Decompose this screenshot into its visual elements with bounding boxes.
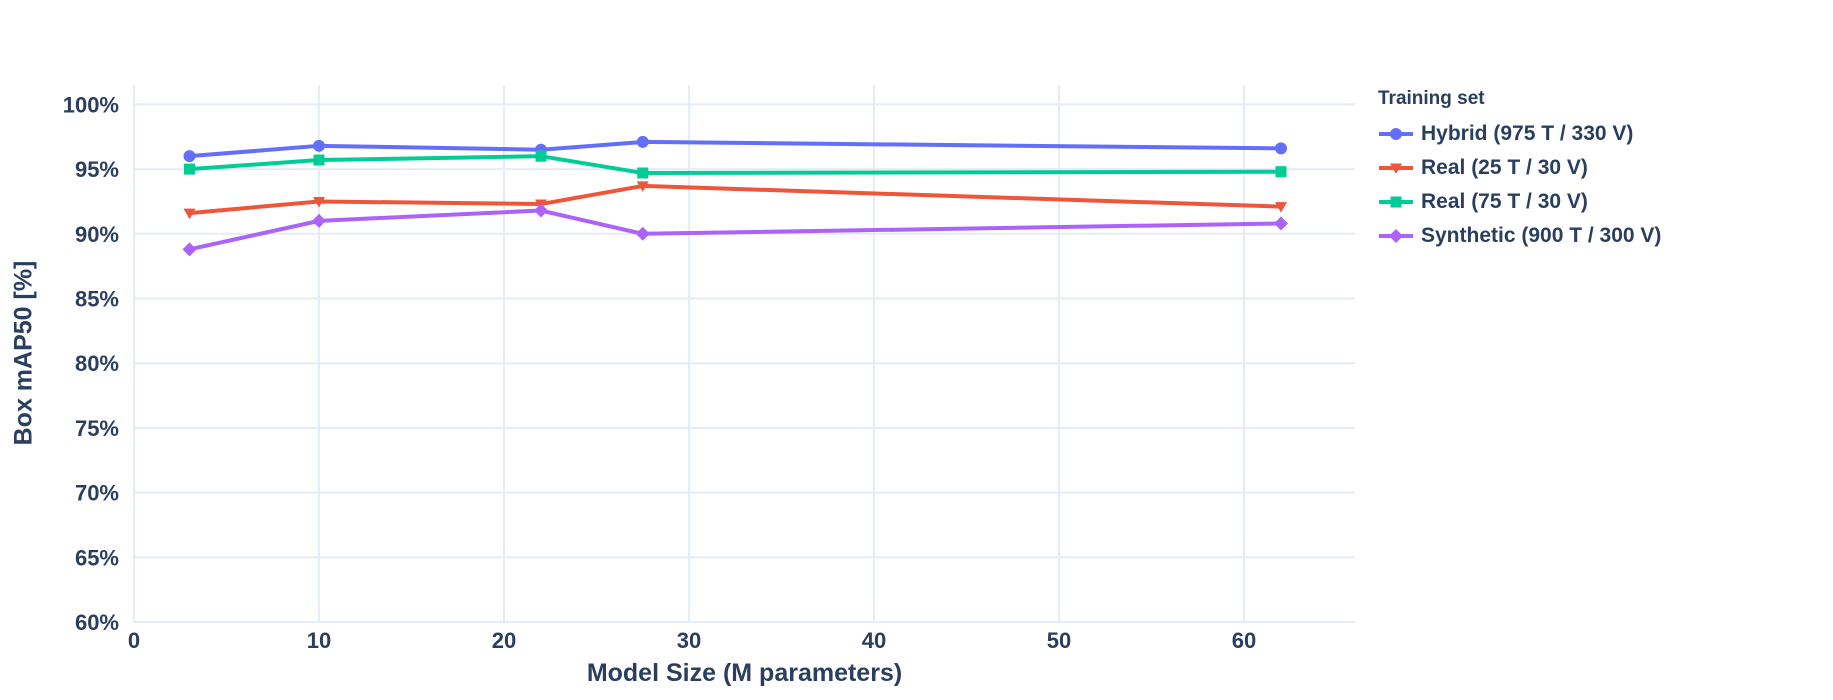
y-tick-label: 100% xyxy=(63,92,119,117)
legend-item-label: Hybrid (975 T / 330 V) xyxy=(1421,122,1634,145)
series-line xyxy=(187,183,1283,216)
data-point-marker[interactable] xyxy=(535,150,547,162)
series-line xyxy=(187,154,1283,175)
data-point-marker[interactable] xyxy=(1389,229,1403,243)
x-tick-label: 30 xyxy=(677,628,701,653)
legend-title: Training set xyxy=(1378,88,1485,109)
diamond-legend-symbol xyxy=(1379,229,1413,243)
triangle-down-legend-symbol xyxy=(1379,163,1413,175)
series-line xyxy=(187,208,1283,252)
data-point-marker[interactable] xyxy=(1390,196,1402,208)
data-point-marker[interactable] xyxy=(636,181,649,192)
data-point-marker[interactable] xyxy=(313,154,325,166)
legend-item[interactable]: Real (75 T / 30 V) xyxy=(1378,185,1661,219)
data-point-marker[interactable] xyxy=(312,213,326,228)
x-axis-title: Model Size (M parameters) xyxy=(586,659,903,687)
data-point-marker[interactable] xyxy=(1390,128,1402,140)
data-point-marker[interactable] xyxy=(183,150,196,163)
y-tick-label: 95% xyxy=(75,157,119,182)
legend-item-label: Real (75 T / 30 V) xyxy=(1421,190,1588,213)
data-point-marker[interactable] xyxy=(183,208,196,220)
data-point-marker[interactable] xyxy=(635,226,650,241)
legend-item[interactable]: Hybrid (975 T / 330 V) xyxy=(1378,117,1661,151)
data-point-marker[interactable] xyxy=(313,196,325,208)
legend: Training set Hybrid (975 T / 330 V) Real … xyxy=(1378,88,1661,253)
data-point-marker[interactable] xyxy=(1275,166,1287,178)
square-legend-symbol xyxy=(1379,196,1413,208)
y-tick-label: 75% xyxy=(75,416,119,441)
series-line xyxy=(187,139,1283,159)
data-point-marker[interactable] xyxy=(313,139,325,152)
data-point-marker[interactable] xyxy=(1275,202,1287,213)
x-tick-label: 20 xyxy=(492,628,516,653)
x-tick-label: 10 xyxy=(307,628,331,653)
y-tick-label: 80% xyxy=(75,351,119,376)
x-tick-label: 40 xyxy=(862,628,886,653)
data-point-marker[interactable] xyxy=(1274,216,1288,231)
data-point-marker[interactable] xyxy=(184,163,195,175)
y-axis-title: Box mAP50 [%] xyxy=(9,260,38,446)
legend-item-label: Synthetic (900 T / 300 V) xyxy=(1421,224,1662,247)
y-tick-label: 90% xyxy=(75,222,119,247)
data-point-marker[interactable] xyxy=(182,242,197,257)
y-tick-label: 85% xyxy=(75,287,119,312)
data-point-marker[interactable] xyxy=(1390,163,1402,175)
legend-item[interactable]: Real (25 T / 30 V) xyxy=(1378,151,1661,185)
data-point-marker[interactable] xyxy=(534,203,548,218)
circle-legend-symbol xyxy=(1379,128,1413,140)
x-tick-label: 0 xyxy=(128,628,140,653)
data-point-marker[interactable] xyxy=(1275,142,1287,155)
legend-items: Hybrid (975 T / 330 V) Real (25 T / 30 V)… xyxy=(1378,117,1661,253)
legend-item[interactable]: Synthetic (900 T / 300 V) xyxy=(1378,219,1661,253)
x-tick-label: 50 xyxy=(1047,628,1071,653)
legend-item-label: Real (25 T / 30 V) xyxy=(1421,156,1588,179)
x-tick-label: 60 xyxy=(1232,628,1256,653)
data-point-marker[interactable] xyxy=(636,135,649,148)
data-point-marker[interactable] xyxy=(637,167,649,179)
y-tick-label: 60% xyxy=(75,610,119,635)
y-tick-label: 70% xyxy=(75,481,119,506)
y-tick-label: 65% xyxy=(75,545,119,570)
